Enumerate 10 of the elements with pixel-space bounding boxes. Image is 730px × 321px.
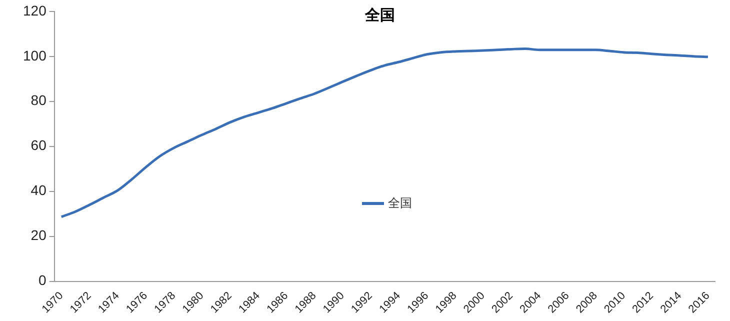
chart-title: 全国 (364, 6, 396, 25)
y-tick-label: 20 (30, 227, 47, 244)
y-tick-label: 100 (23, 47, 47, 64)
y-tick-label: 120 (23, 2, 47, 18)
line-series (60, 47, 710, 218)
y-tick-label: 80 (30, 92, 47, 108)
y-tick-label: 60 (30, 137, 47, 154)
y-tick-label: 0 (38, 272, 47, 288)
y-tick-label: 40 (30, 182, 47, 198)
legend-label: 全国 (388, 195, 412, 212)
